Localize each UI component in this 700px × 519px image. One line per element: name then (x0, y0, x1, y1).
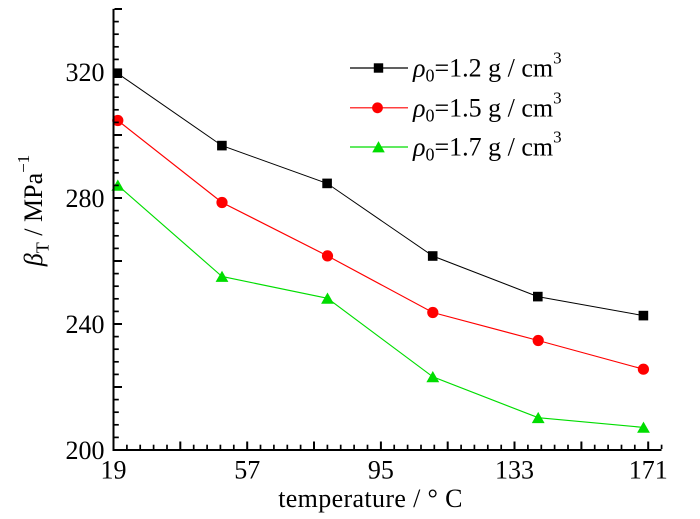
svg-text:200: 200 (66, 436, 105, 465)
svg-text:ρ0=1.2 g / cm3: ρ0=1.2 g / cm3 (412, 49, 562, 86)
svg-text:ρ0=1.5 g / cm3: ρ0=1.5 g / cm3 (412, 88, 562, 125)
svg-text:19: 19 (101, 456, 127, 485)
svg-text:95: 95 (368, 456, 394, 485)
svg-text:280: 280 (66, 184, 105, 213)
svg-text:βT / MPa−1: βT / MPa−1 (14, 155, 53, 267)
svg-text:ρ0=1.7 g / cm3: ρ0=1.7 g / cm3 (412, 128, 562, 165)
svg-text:temperature / ° C: temperature / ° C (278, 484, 463, 513)
svg-text:133: 133 (495, 456, 534, 485)
svg-text:320: 320 (66, 58, 105, 87)
svg-text:171: 171 (629, 456, 668, 485)
svg-text:240: 240 (66, 310, 105, 339)
svg-text:57: 57 (234, 456, 260, 485)
